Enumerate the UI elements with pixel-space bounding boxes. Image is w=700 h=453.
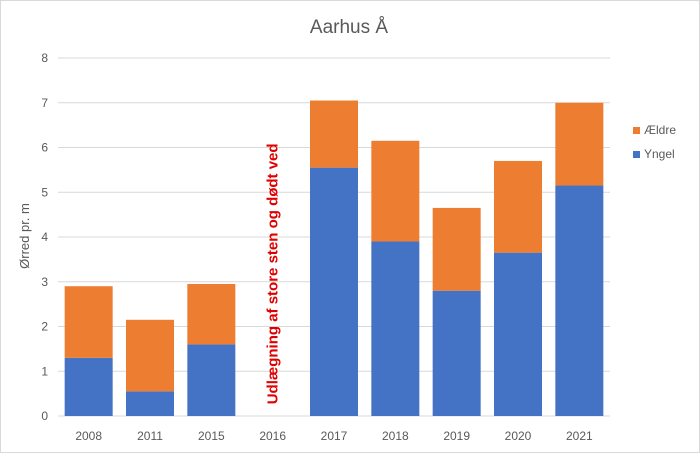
bars — [64, 100, 604, 416]
bar-ældre-2019 — [432, 207, 481, 291]
bar-yngel-2011 — [126, 391, 174, 416]
y-tick-label: 7 — [41, 96, 48, 110]
bar-yngel-2017 — [310, 167, 358, 416]
legend-swatch-ældre — [633, 127, 640, 134]
bar-yngel-2015 — [187, 344, 236, 416]
y-tick-label: 8 — [41, 51, 48, 65]
legend-label-yngel: Yngel — [644, 147, 675, 161]
bar-yngel-2008 — [64, 357, 113, 416]
bar-ældre-2017 — [310, 100, 358, 168]
x-tick-label: 2015 — [198, 429, 225, 443]
x-tick-label: 2008 — [75, 429, 102, 443]
y-tick-label: 5 — [41, 185, 48, 199]
y-axis-label: Ørred pr. m — [17, 203, 32, 269]
x-tick-label: 2017 — [321, 429, 348, 443]
y-tick-label: 3 — [41, 275, 48, 289]
bar-yngel-2020 — [494, 252, 542, 416]
bar-ældre-2021 — [555, 102, 604, 186]
bar-ældre-2011 — [126, 319, 174, 392]
x-tick-label: 2016 — [259, 429, 286, 443]
y-tick-label: 1 — [41, 364, 48, 378]
bar-ældre-2018 — [371, 140, 420, 242]
bar-ældre-2015 — [187, 283, 236, 345]
legend: Ældre Yngel — [633, 123, 676, 161]
bar-yngel-2019 — [432, 290, 481, 416]
x-axis-ticks: 2008 2011 2015 2016 2017 2018 2019 2020 2021 — [75, 429, 593, 443]
bar-yngel-2018 — [371, 241, 420, 416]
x-tick-label: 2020 — [505, 429, 532, 443]
x-tick-label: 2018 — [382, 429, 409, 443]
y-axis-ticks: 0 1 2 3 4 5 6 7 8 — [41, 51, 48, 423]
y-tick-label: 4 — [41, 230, 48, 244]
x-tick-label: 2011 — [137, 429, 163, 443]
legend-label-ældre: Ældre — [644, 123, 676, 137]
y-tick-label: 2 — [41, 320, 48, 334]
annotation-text: Udlægning af store sten og dødt ved — [265, 143, 282, 404]
bar-yngel-2021 — [555, 185, 604, 416]
y-tick-label: 6 — [41, 141, 48, 155]
legend-swatch-yngel — [633, 151, 640, 158]
bar-ældre-2008 — [64, 286, 113, 358]
y-tick-label: 0 — [41, 409, 48, 423]
x-tick-label: 2021 — [566, 429, 593, 443]
bar-ældre-2020 — [494, 160, 542, 253]
chart-title: Aarhus Å — [310, 17, 388, 38]
x-tick-label: 2019 — [443, 429, 470, 443]
